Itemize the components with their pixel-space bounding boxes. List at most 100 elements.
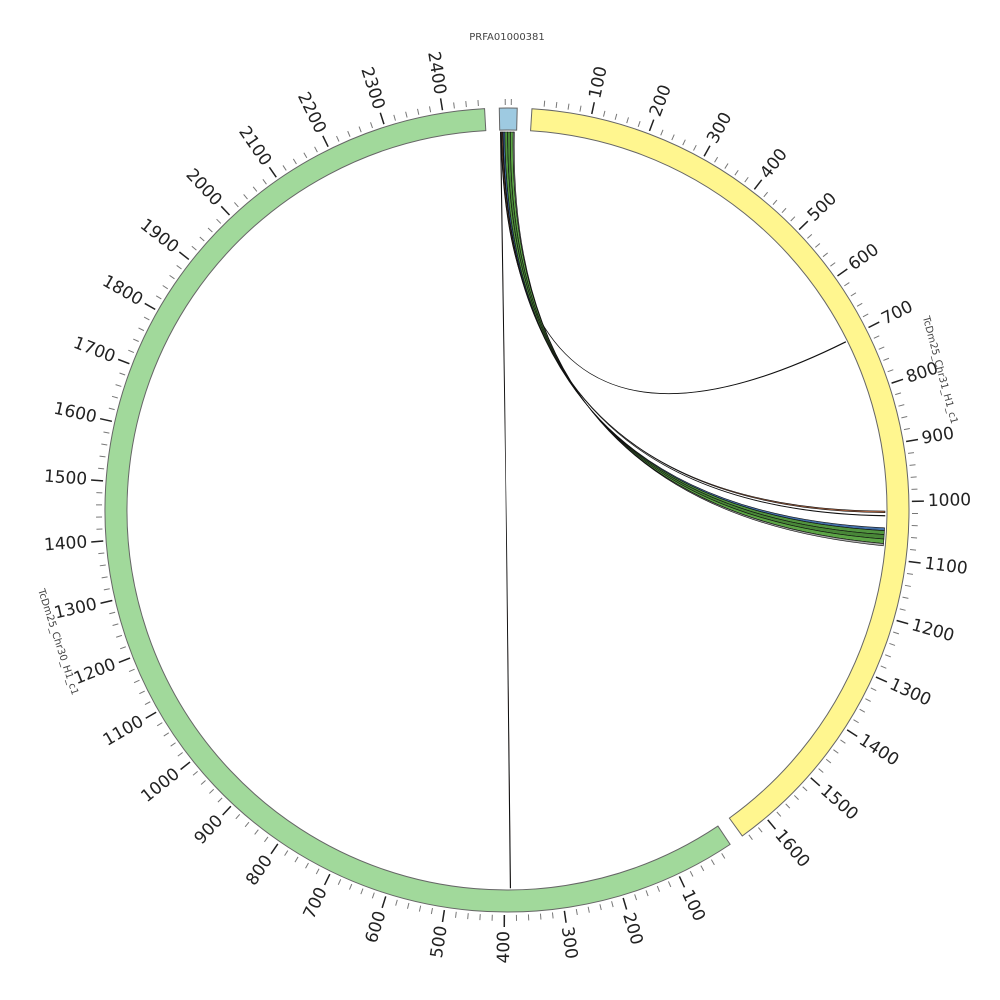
- major-tick: [868, 321, 880, 329]
- tick-label: 1400: [855, 730, 902, 770]
- minor-tick: [115, 384, 122, 387]
- minor-tick: [112, 623, 119, 627]
- major-tick: [875, 676, 888, 683]
- minor-tick: [133, 679, 140, 684]
- tick-label: 1600: [52, 399, 99, 428]
- minor-tick: [418, 905, 422, 912]
- tick-label: 1900: [136, 215, 182, 257]
- minor-tick: [467, 913, 469, 920]
- minor-tick: [710, 859, 715, 866]
- major-tick: [678, 876, 686, 888]
- minor-tick: [99, 455, 106, 458]
- major-tick: [91, 479, 104, 482]
- minor-tick: [889, 642, 896, 646]
- minor-tick: [758, 827, 763, 833]
- tick-label: 1400: [43, 532, 88, 555]
- tick-label: 1200: [909, 615, 956, 646]
- minor-tick: [144, 701, 151, 706]
- tick-label: 1300: [52, 594, 99, 623]
- tick-label: 500: [427, 924, 452, 959]
- minor-tick: [155, 295, 162, 300]
- minor-tick: [693, 144, 697, 151]
- minor-tick: [337, 879, 342, 885]
- minor-tick: [262, 179, 267, 185]
- minor-tick: [853, 719, 859, 724]
- minor-tick: [904, 584, 911, 587]
- major-tick: [180, 761, 191, 771]
- minor-tick: [264, 836, 269, 843]
- minor-tick: [543, 100, 546, 107]
- minor-tick: [465, 101, 467, 108]
- minor-tick: [128, 349, 135, 354]
- major-tick: [323, 873, 331, 886]
- minor-tick: [244, 821, 250, 828]
- minor-tick: [217, 797, 223, 803]
- minor-tick: [305, 862, 309, 869]
- minor-tick: [395, 899, 398, 906]
- minor-tick: [862, 313, 869, 318]
- tick-label: 100: [585, 64, 611, 100]
- minor-tick: [98, 552, 105, 555]
- major-tick: [648, 119, 655, 132]
- minor-tick: [358, 126, 362, 133]
- major-tick: [91, 540, 104, 543]
- major-tick: [268, 166, 277, 178]
- minor-tick: [579, 105, 582, 112]
- minor-tick: [207, 227, 213, 233]
- minor-tick: [910, 549, 917, 551]
- tick-label: 2200: [293, 89, 330, 137]
- major-tick: [117, 358, 130, 365]
- minor-tick: [587, 906, 590, 913]
- minor-tick: [626, 117, 629, 124]
- minor-tick: [802, 786, 808, 792]
- tick-label: 400: [494, 931, 514, 964]
- minor-tick: [785, 803, 791, 809]
- minor-tick: [234, 202, 239, 208]
- minor-tick: [909, 464, 916, 466]
- minor-tick: [455, 911, 457, 918]
- tick-label: 1100: [100, 712, 147, 751]
- minor-tick: [781, 207, 787, 213]
- major-tick: [118, 657, 131, 664]
- minor-tick: [671, 134, 675, 141]
- minor-tick: [216, 218, 222, 224]
- major-tick: [563, 910, 567, 923]
- tick-label: 1200: [71, 655, 119, 689]
- tick-label: 600: [845, 240, 883, 275]
- minor-tick: [840, 739, 846, 744]
- minor-tick: [430, 907, 433, 915]
- minor-tick: [776, 811, 782, 817]
- minor-tick: [103, 431, 110, 434]
- minor-tick: [850, 292, 857, 297]
- tick-label: 1100: [923, 554, 968, 579]
- major-tick: [220, 205, 231, 216]
- minor-tick: [315, 868, 320, 875]
- minor-tick: [453, 102, 455, 109]
- minor-tick: [700, 865, 705, 872]
- minor-tick: [428, 106, 432, 113]
- tick-label: 2300: [356, 65, 388, 112]
- tick-label: 1600: [770, 826, 813, 872]
- ideogram: [104, 108, 731, 913]
- minor-tick: [170, 742, 176, 747]
- major-tick: [222, 805, 232, 816]
- minor-tick: [417, 108, 420, 115]
- minor-tick: [128, 668, 135, 673]
- major-tick: [767, 819, 777, 830]
- major-tick: [891, 378, 904, 384]
- minor-tick: [284, 850, 289, 856]
- minor-tick: [555, 101, 558, 109]
- tick-label: 1700: [70, 333, 118, 367]
- minor-tick: [822, 252, 829, 258]
- major-tick: [441, 910, 446, 923]
- tick-label: 700: [878, 297, 916, 329]
- minor-tick: [192, 770, 198, 776]
- minor-tick: [200, 780, 206, 785]
- minor-tick: [133, 338, 139, 342]
- tick-label: 200: [646, 82, 676, 119]
- minor-tick: [899, 608, 906, 611]
- minor-tick: [748, 834, 753, 840]
- tick-label: 1500: [816, 781, 862, 825]
- minor-tick: [724, 163, 729, 169]
- tick-label: 200: [618, 910, 646, 947]
